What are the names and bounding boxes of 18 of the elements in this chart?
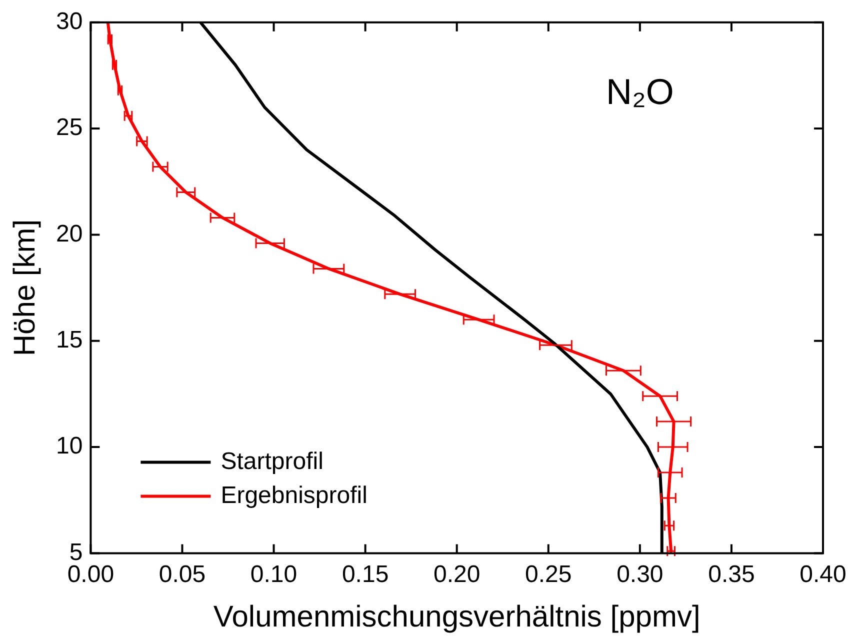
- y-tick-label: 10: [56, 432, 83, 460]
- annotation: N₂O: [606, 70, 674, 112]
- y-tick-label: 20: [56, 220, 83, 248]
- x-tick-label: 0.15: [342, 561, 389, 588]
- y-tick-label: 25: [56, 114, 83, 142]
- x-tick-label: 0.20: [433, 561, 480, 588]
- x-tick-label: 0.25: [525, 561, 572, 588]
- x-tick-label: 0.10: [250, 561, 298, 588]
- x-tick-label: 0.40: [800, 561, 846, 588]
- y-tick-label: 15: [56, 326, 83, 354]
- x-axis-title: Volumenmischungsverhältnis [ppmv]: [213, 600, 700, 634]
- legend-label: Ergebnisprofil: [220, 482, 368, 509]
- y-axis-title: Höhe [km]: [8, 219, 42, 356]
- legend-label: Startprofil: [220, 448, 324, 475]
- x-tick-label: 0.05: [158, 561, 206, 588]
- x-tick-label: 0.35: [708, 561, 755, 588]
- x-tick-label: 0.30: [616, 561, 664, 588]
- y-tick-label: 30: [56, 8, 83, 36]
